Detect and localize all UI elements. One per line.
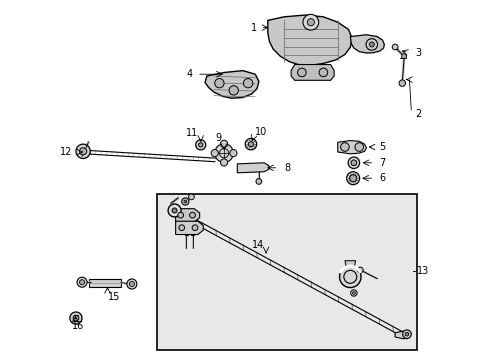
- Circle shape: [220, 140, 227, 147]
- Circle shape: [340, 143, 348, 151]
- Circle shape: [243, 78, 252, 88]
- Polygon shape: [394, 331, 408, 339]
- Circle shape: [398, 80, 405, 86]
- Circle shape: [391, 44, 397, 50]
- Circle shape: [198, 143, 203, 147]
- Polygon shape: [344, 261, 355, 266]
- Bar: [89, 279, 121, 287]
- Circle shape: [229, 149, 237, 157]
- Circle shape: [214, 78, 224, 88]
- Polygon shape: [267, 15, 351, 65]
- Circle shape: [244, 138, 256, 150]
- Circle shape: [352, 292, 355, 294]
- Text: 13: 13: [416, 266, 429, 276]
- Circle shape: [228, 86, 238, 95]
- Text: 8: 8: [284, 163, 289, 173]
- Circle shape: [73, 315, 79, 321]
- Circle shape: [346, 172, 359, 185]
- Polygon shape: [349, 35, 384, 53]
- Circle shape: [350, 160, 356, 166]
- Text: 12: 12: [60, 147, 72, 157]
- Circle shape: [188, 194, 194, 200]
- Circle shape: [405, 332, 408, 336]
- Text: 7: 7: [378, 158, 385, 168]
- Text: 5: 5: [378, 142, 385, 152]
- Circle shape: [182, 198, 188, 205]
- Circle shape: [357, 267, 363, 273]
- Circle shape: [219, 148, 228, 158]
- Text: 2: 2: [414, 109, 420, 119]
- Circle shape: [220, 159, 227, 166]
- Circle shape: [354, 143, 363, 151]
- Circle shape: [195, 140, 205, 150]
- Circle shape: [297, 68, 305, 77]
- Circle shape: [347, 157, 359, 168]
- Circle shape: [255, 179, 261, 184]
- Circle shape: [80, 280, 84, 285]
- Circle shape: [319, 68, 327, 77]
- Text: 11: 11: [186, 128, 198, 138]
- Text: 14: 14: [251, 239, 264, 249]
- Circle shape: [211, 149, 218, 157]
- Circle shape: [339, 266, 360, 288]
- Bar: [156, 194, 416, 350]
- Circle shape: [350, 290, 356, 296]
- Circle shape: [368, 42, 373, 47]
- Circle shape: [129, 282, 134, 287]
- Circle shape: [401, 54, 406, 59]
- Text: 15: 15: [108, 292, 121, 302]
- Circle shape: [402, 330, 410, 338]
- Text: 9: 9: [215, 133, 221, 143]
- Text: 1: 1: [250, 23, 257, 33]
- Text: 4: 4: [186, 69, 192, 79]
- Circle shape: [183, 200, 186, 203]
- Circle shape: [214, 144, 233, 162]
- Circle shape: [168, 204, 181, 217]
- Polygon shape: [175, 221, 203, 234]
- Circle shape: [366, 39, 377, 50]
- Polygon shape: [337, 140, 366, 154]
- Circle shape: [248, 141, 253, 147]
- Text: 6: 6: [378, 173, 385, 183]
- Circle shape: [189, 212, 195, 218]
- Text: 10: 10: [254, 127, 266, 136]
- Circle shape: [306, 19, 314, 26]
- Circle shape: [80, 148, 86, 155]
- Circle shape: [178, 212, 183, 218]
- Circle shape: [126, 279, 137, 289]
- Circle shape: [179, 225, 184, 230]
- Circle shape: [77, 277, 87, 287]
- Circle shape: [349, 175, 356, 182]
- Polygon shape: [175, 209, 199, 222]
- Circle shape: [70, 312, 82, 324]
- Polygon shape: [237, 163, 268, 173]
- Circle shape: [192, 225, 198, 230]
- Circle shape: [303, 14, 318, 30]
- Circle shape: [76, 144, 90, 158]
- Text: 16: 16: [72, 321, 84, 331]
- Circle shape: [172, 208, 177, 213]
- Polygon shape: [290, 64, 333, 80]
- Polygon shape: [204, 71, 258, 98]
- Text: 3: 3: [414, 48, 420, 58]
